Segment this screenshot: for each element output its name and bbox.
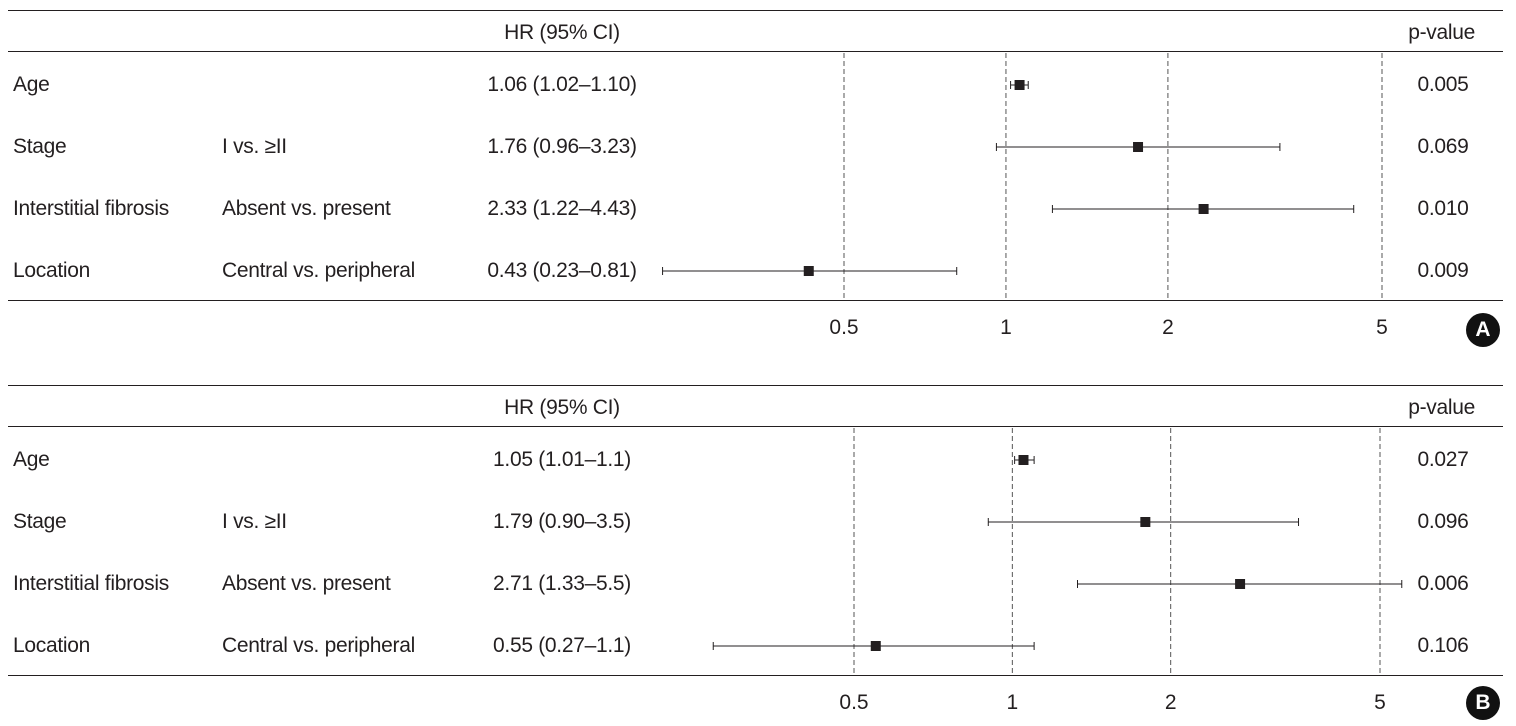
hr-point xyxy=(1140,517,1151,527)
row-variable: Interstitial fibrosis xyxy=(13,197,169,220)
row-p-value: 0.010 xyxy=(1417,197,1469,220)
row-p-value: 0.027 xyxy=(1417,448,1469,471)
row-hr-ci: 1.06 (1.02–1.10) xyxy=(487,73,637,96)
x-tick-label: 5 xyxy=(1374,691,1386,714)
header-hr: HR (95% CI) xyxy=(504,396,620,419)
row-variable: Age xyxy=(13,73,50,96)
row-hr-ci: 0.55 (0.27–1.1) xyxy=(493,634,631,657)
hr-point xyxy=(803,266,814,276)
ci-row-3 xyxy=(1076,579,1403,589)
row-variable: Stage xyxy=(13,135,67,158)
row-hr-ci: 2.33 (1.22–4.43) xyxy=(487,197,637,220)
x-tick-label: 1 xyxy=(1006,691,1019,714)
row-comparison: Central vs. peripheral xyxy=(222,259,415,282)
hr-point xyxy=(1235,579,1246,589)
row-hr-ci: 1.76 (0.96–3.23) xyxy=(487,135,637,158)
x-tick-label: 2 xyxy=(1162,316,1174,339)
hr-point xyxy=(870,641,881,651)
ci-row-2 xyxy=(987,517,1300,527)
ci-row-4 xyxy=(662,266,958,276)
row-comparison: Central vs. peripheral xyxy=(222,634,415,657)
row-hr-ci: 2.71 (1.33–5.5) xyxy=(493,572,631,595)
top-rule xyxy=(8,385,1503,386)
x-tick-label: 0.5 xyxy=(839,691,869,714)
row-p-value: 0.006 xyxy=(1417,572,1469,595)
x-tick-label: 2 xyxy=(1164,691,1177,714)
forest-plot-a xyxy=(662,53,1383,300)
row-variable: Location xyxy=(13,634,90,657)
row-hr-ci: 1.79 (0.90–3.5) xyxy=(493,510,631,533)
row-comparison: I vs. ≥II xyxy=(222,510,287,533)
hr-point xyxy=(1014,80,1025,90)
ci-row-2 xyxy=(995,142,1281,152)
x-tick-label: 5 xyxy=(1376,316,1388,339)
panel-label-b: B xyxy=(1466,686,1500,720)
forest-panel-b: HR (95% CI) p-value Age 1.05 (1.01–1.1) 0.… xyxy=(8,385,1503,726)
row-hr-ci: 1.05 (1.01–1.1) xyxy=(493,448,631,471)
hr-point xyxy=(1018,455,1029,465)
row-p-value: 0.005 xyxy=(1417,73,1469,96)
header-hr: HR (95% CI) xyxy=(504,21,620,44)
row-p-value: 0.069 xyxy=(1417,135,1469,158)
row-p-value: 0.106 xyxy=(1417,634,1469,657)
forest-panel-a: HR (95% CI) p-value Age 1.06 (1.02–1.10) 0… xyxy=(8,10,1503,355)
bottom-rule xyxy=(8,675,1503,676)
row-variable: Age xyxy=(13,448,50,471)
x-tick-label: 0.5 xyxy=(829,316,859,339)
header-rule xyxy=(8,51,1503,52)
hr-point xyxy=(1133,142,1144,152)
row-comparison: Absent vs. present xyxy=(222,197,391,220)
row-variable: Stage xyxy=(13,510,67,533)
row-p-value: 0.009 xyxy=(1417,259,1469,282)
header-pvalue: p-value xyxy=(1408,396,1475,419)
ci-row-3 xyxy=(1051,204,1355,214)
ci-row-1 xyxy=(1010,80,1029,90)
bottom-rule xyxy=(8,300,1503,301)
panel-label-a: A xyxy=(1466,313,1500,347)
ci-row-1 xyxy=(1014,455,1035,465)
header-rule xyxy=(8,426,1503,427)
forest-plot-b xyxy=(712,428,1403,675)
row-variable: Interstitial fibrosis xyxy=(13,572,169,595)
ci-row-4 xyxy=(712,641,1035,651)
row-comparison: Absent vs. present xyxy=(222,572,391,595)
row-p-value: 0.096 xyxy=(1417,510,1469,533)
hr-point xyxy=(1198,204,1209,214)
row-hr-ci: 0.43 (0.23–0.81) xyxy=(487,259,637,282)
x-tick-label: 1 xyxy=(1000,316,1012,339)
top-rule xyxy=(8,10,1503,11)
header-pvalue: p-value xyxy=(1408,21,1475,44)
row-variable: Location xyxy=(13,259,90,282)
row-comparison: I vs. ≥II xyxy=(222,135,287,158)
